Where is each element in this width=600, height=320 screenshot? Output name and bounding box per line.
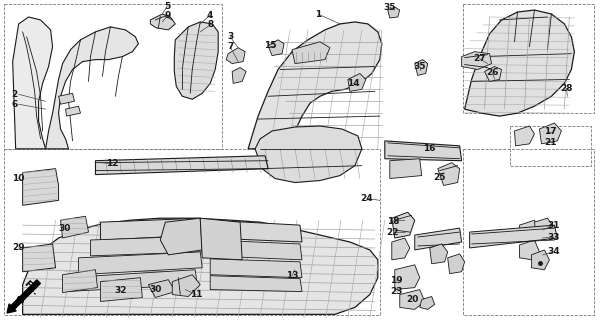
Polygon shape [100,218,202,240]
Polygon shape [420,297,434,309]
Polygon shape [210,259,302,278]
Text: 35: 35 [383,3,396,12]
Text: 8: 8 [207,20,214,29]
Polygon shape [23,169,59,205]
Polygon shape [232,68,246,84]
Polygon shape [62,270,97,292]
Polygon shape [65,270,197,292]
Text: 20: 20 [407,295,419,304]
Text: 6: 6 [11,100,18,109]
Polygon shape [415,228,461,250]
Polygon shape [461,52,491,69]
Polygon shape [160,218,202,255]
Text: 4: 4 [207,11,214,20]
Polygon shape [388,7,400,18]
Polygon shape [520,220,539,242]
Polygon shape [210,220,302,242]
Polygon shape [268,40,284,56]
Text: 26: 26 [487,68,499,77]
Polygon shape [79,252,202,275]
Text: 30: 30 [58,224,71,233]
Polygon shape [392,212,415,238]
Text: 5: 5 [164,2,170,11]
Polygon shape [210,240,302,260]
Polygon shape [515,126,535,146]
Bar [463,149,595,315]
Polygon shape [292,42,330,64]
Text: FR.: FR. [22,279,40,297]
Text: 10: 10 [13,174,25,183]
Polygon shape [210,276,302,292]
Polygon shape [226,48,245,64]
Polygon shape [385,141,461,161]
Polygon shape [470,225,557,248]
Text: 29: 29 [13,244,25,252]
Polygon shape [535,218,553,237]
Polygon shape [61,216,88,238]
Polygon shape [46,27,139,149]
Text: 25: 25 [433,173,446,182]
Bar [4,149,380,315]
Text: 21: 21 [544,138,557,148]
Text: 32: 32 [114,286,127,295]
Text: 19: 19 [391,276,403,285]
Text: 3: 3 [227,32,233,41]
FancyArrow shape [7,280,40,313]
Text: 12: 12 [106,159,119,168]
Polygon shape [437,163,460,186]
Polygon shape [172,275,200,297]
Polygon shape [390,159,422,179]
Polygon shape [100,278,142,301]
Text: 33: 33 [547,233,560,242]
Polygon shape [59,93,74,104]
Text: 7: 7 [227,42,233,51]
Text: 14: 14 [347,79,359,88]
Text: 1: 1 [315,10,321,19]
Polygon shape [255,126,362,182]
Polygon shape [248,22,382,149]
Text: 34: 34 [547,247,560,256]
Polygon shape [395,265,420,290]
Polygon shape [95,156,268,175]
Polygon shape [532,250,550,270]
Polygon shape [23,244,56,272]
Polygon shape [430,244,448,264]
Bar [509,126,592,166]
Text: 15: 15 [264,41,277,50]
Text: 23: 23 [391,287,403,296]
Polygon shape [13,17,53,149]
Bar [463,4,595,113]
Text: 11: 11 [190,290,202,299]
Polygon shape [485,67,502,81]
Text: 28: 28 [560,84,572,93]
Text: 24: 24 [361,194,373,203]
Polygon shape [415,60,428,76]
Polygon shape [151,14,175,30]
Polygon shape [400,290,425,309]
Polygon shape [448,254,464,274]
Text: 17: 17 [544,127,557,136]
Polygon shape [174,22,218,99]
Polygon shape [392,238,410,260]
Polygon shape [91,236,202,256]
Bar [4,4,222,149]
Text: 35: 35 [413,62,426,71]
Polygon shape [348,74,366,91]
Text: 22: 22 [386,228,399,236]
Polygon shape [464,10,574,116]
Polygon shape [539,123,562,144]
Polygon shape [148,280,175,298]
Polygon shape [23,218,378,314]
Text: 13: 13 [286,271,298,280]
Text: 18: 18 [386,217,399,226]
Text: 27: 27 [473,54,486,63]
Text: 9: 9 [164,12,170,20]
Polygon shape [65,106,80,116]
Text: 2: 2 [11,90,18,99]
Polygon shape [520,240,539,260]
Polygon shape [200,218,242,260]
Text: 30: 30 [149,285,161,294]
Text: 16: 16 [424,144,436,153]
Text: 31: 31 [547,220,560,230]
